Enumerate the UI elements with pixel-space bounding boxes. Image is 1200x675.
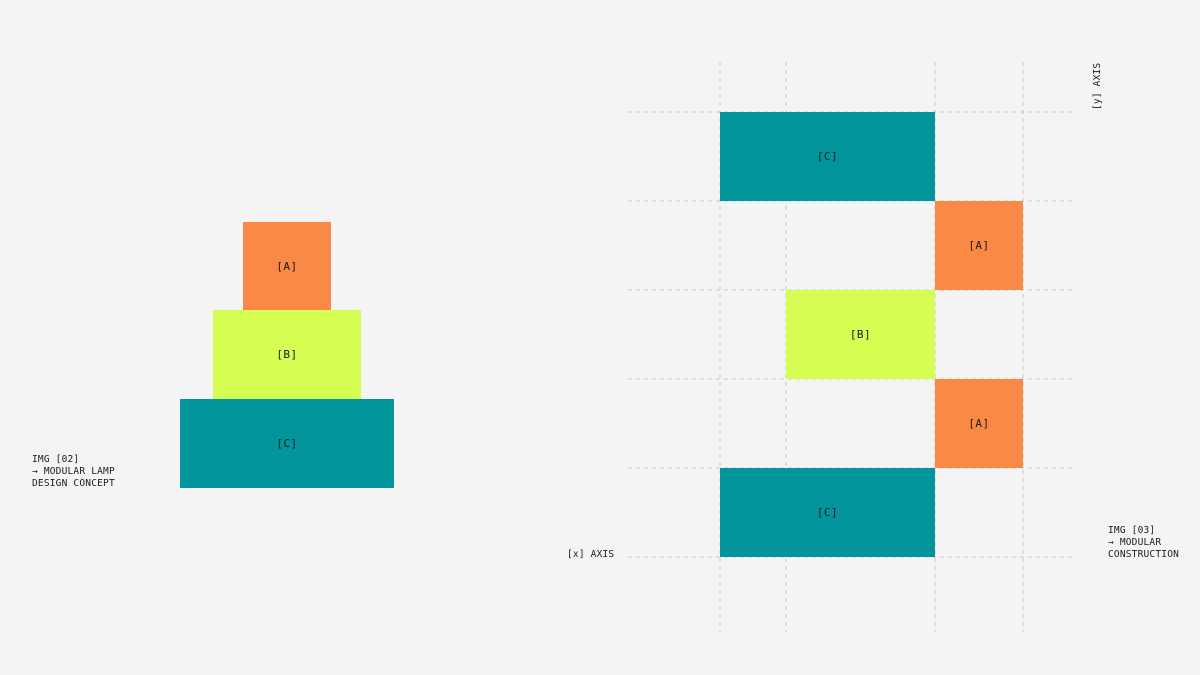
x-axis-label: [x] AXIS <box>567 549 615 560</box>
block-label: [A] <box>968 239 990 252</box>
caption-img-03: IMG [03] → MODULAR CONSTRUCTION <box>1108 525 1179 561</box>
construction-block-a-lower: [A] <box>935 379 1023 468</box>
lamp-block-b: [B] <box>213 310 361 399</box>
block-label: [B] <box>276 348 298 361</box>
lamp-block-c: [C] <box>180 399 394 488</box>
caption-line: → MODULAR <box>1108 537 1162 548</box>
construction-block-a-upper: [A] <box>935 201 1023 290</box>
block-label: [A] <box>968 417 990 430</box>
caption-line: DESIGN CONCEPT <box>32 478 115 489</box>
construction-block-c-top: [C] <box>720 112 935 201</box>
construction-block-b: [B] <box>786 290 935 379</box>
caption-img-02: IMG [02] → MODULAR LAMP DESIGN CONCEPT <box>32 454 115 490</box>
caption-line: → MODULAR LAMP <box>32 466 115 477</box>
y-axis-label: [y] AXIS <box>1092 62 1103 110</box>
block-label: [C] <box>276 437 298 450</box>
caption-line: IMG [02] <box>32 454 80 465</box>
lamp-block-a: [A] <box>243 222 331 310</box>
block-label: [C] <box>816 506 839 519</box>
block-label: [C] <box>816 150 839 163</box>
caption-line: IMG [03] <box>1108 525 1156 536</box>
block-label: [A] <box>276 259 298 273</box>
construction-block-c-bottom: [C] <box>720 468 935 557</box>
caption-line: CONSTRUCTION <box>1108 549 1180 560</box>
block-label: [B] <box>849 328 872 341</box>
